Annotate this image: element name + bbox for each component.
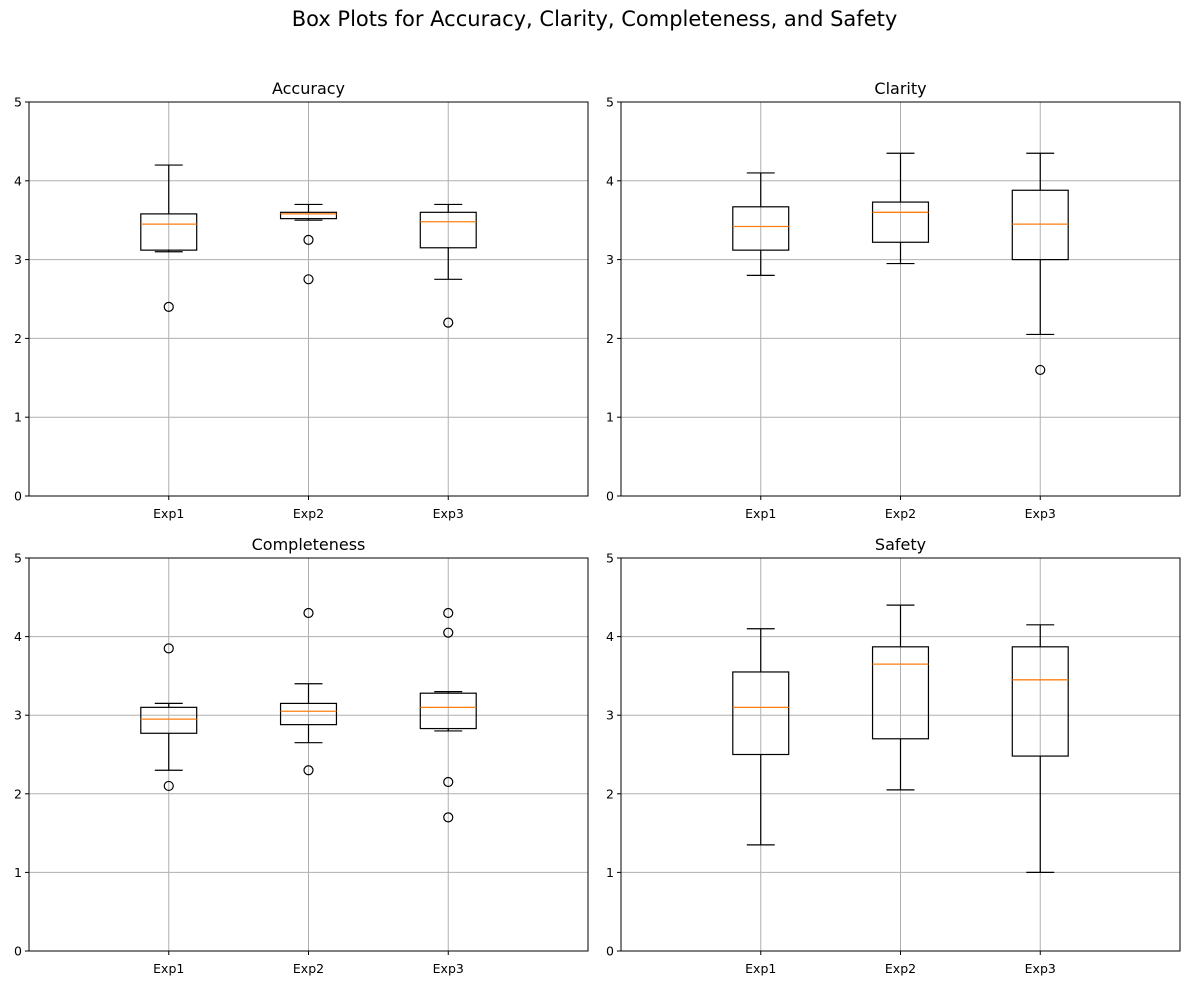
outlier-point [303, 234, 314, 245]
subplot-safety: Safety 0 1 2 3 4 5 Exp1 Exp2 Exp3 [606, 535, 1181, 976]
x-tick-label: Exp3 [433, 961, 464, 976]
outlier-point [163, 643, 174, 654]
subplot-clarity: Clarity 0 1 2 3 4 5 Exp1 Exp2 Exp3 [606, 79, 1181, 521]
y-tick-label: 5 [606, 551, 614, 566]
axes-frame [620, 557, 1181, 952]
iqr-box [279, 211, 338, 220]
box-exp1 [140, 643, 198, 792]
box-exp2 [871, 604, 930, 791]
axes-frame [28, 557, 589, 952]
y-tick-label: 5 [14, 95, 22, 110]
iqr-box [1011, 189, 1069, 261]
outlier-point [443, 776, 454, 788]
iqr-box [732, 671, 790, 756]
box-exp3 [1011, 624, 1069, 874]
x-tick-label: Exp1 [745, 506, 776, 521]
y-tick-label: 4 [606, 173, 614, 188]
y-tick-label: 4 [606, 629, 614, 644]
y-tick-label: 1 [606, 865, 614, 880]
outlier-point [303, 274, 314, 285]
y-tick-label: 0 [14, 489, 22, 504]
subplot-completeness: Completeness 0 1 2 3 4 5 Exp1 Exp2 Exp3 [14, 535, 589, 976]
y-tick-label: 4 [14, 629, 22, 644]
y-tick-label: 1 [14, 865, 22, 880]
iqr-box [140, 706, 198, 734]
figure-title: Box Plots for Accuracy, Clarity, Complet… [292, 7, 898, 31]
axes-frame [620, 101, 1181, 497]
outlier-point [443, 607, 454, 619]
y-tick-label: 2 [606, 786, 614, 801]
outlier-point [443, 317, 454, 328]
box-exp3 [1011, 152, 1069, 376]
box-exp3 [419, 203, 477, 328]
outlier-point [443, 627, 454, 638]
subplot-title: Clarity [874, 79, 926, 98]
y-tick-label: 0 [606, 944, 614, 959]
x-tick-label: Exp2 [885, 506, 916, 521]
x-tick-label: Exp3 [1025, 961, 1056, 976]
iqr-box [419, 211, 477, 249]
y-tick-label: 4 [14, 173, 22, 188]
box-exp2 [279, 203, 338, 285]
outlier-point [303, 765, 314, 776]
iqr-box [871, 646, 930, 740]
panels: Accuracy 0 1 2 3 4 5 Exp1 Exp2 Exp3 Clarity 0 1 2 3 4 5 E… [14, 79, 1181, 976]
x-tick-label: Exp1 [153, 506, 184, 521]
box-exp1 [732, 172, 790, 276]
x-tick-label: Exp3 [1025, 506, 1056, 521]
subplot-title: Accuracy [272, 79, 345, 98]
iqr-box [871, 201, 930, 243]
x-tick-label: Exp2 [293, 961, 324, 976]
y-tick-label: 0 [14, 944, 22, 959]
subplot-title: Safety [875, 535, 926, 554]
outlier-point [1035, 364, 1046, 376]
x-tick-label: Exp3 [433, 506, 464, 521]
x-tick-label: Exp2 [293, 506, 324, 521]
y-tick-label: 3 [14, 252, 22, 267]
x-tick-label: Exp1 [153, 961, 184, 976]
y-tick-label: 1 [14, 410, 22, 425]
y-tick-label: 2 [14, 331, 22, 346]
box-exp3 [419, 607, 477, 823]
y-tick-label: 0 [606, 489, 614, 504]
y-tick-label: 3 [14, 708, 22, 723]
y-tick-label: 2 [606, 331, 614, 346]
outlier-point [303, 607, 314, 619]
subplot-title: Completeness [252, 535, 366, 554]
box-exp2 [871, 152, 930, 265]
outlier-point [163, 780, 174, 792]
axes-frame [28, 101, 589, 497]
x-tick-label: Exp1 [745, 961, 776, 976]
iqr-box [279, 702, 338, 726]
x-tick-label: Exp2 [885, 961, 916, 976]
y-tick-label: 3 [606, 708, 614, 723]
iqr-box [1011, 646, 1069, 757]
subplot-accuracy: Accuracy 0 1 2 3 4 5 Exp1 Exp2 Exp3 [14, 79, 589, 521]
y-tick-label: 1 [606, 410, 614, 425]
box-exp2 [279, 607, 338, 776]
iqr-box [732, 206, 790, 251]
box-exp1 [732, 628, 790, 846]
y-tick-label: 2 [14, 786, 22, 801]
y-tick-label: 5 [14, 551, 22, 566]
iqr-box [419, 692, 477, 730]
outlier-point [163, 301, 174, 312]
y-tick-label: 5 [606, 95, 614, 110]
box-exp1 [140, 164, 198, 312]
y-tick-label: 3 [606, 252, 614, 267]
iqr-box [140, 213, 198, 251]
outlier-point [443, 812, 454, 823]
